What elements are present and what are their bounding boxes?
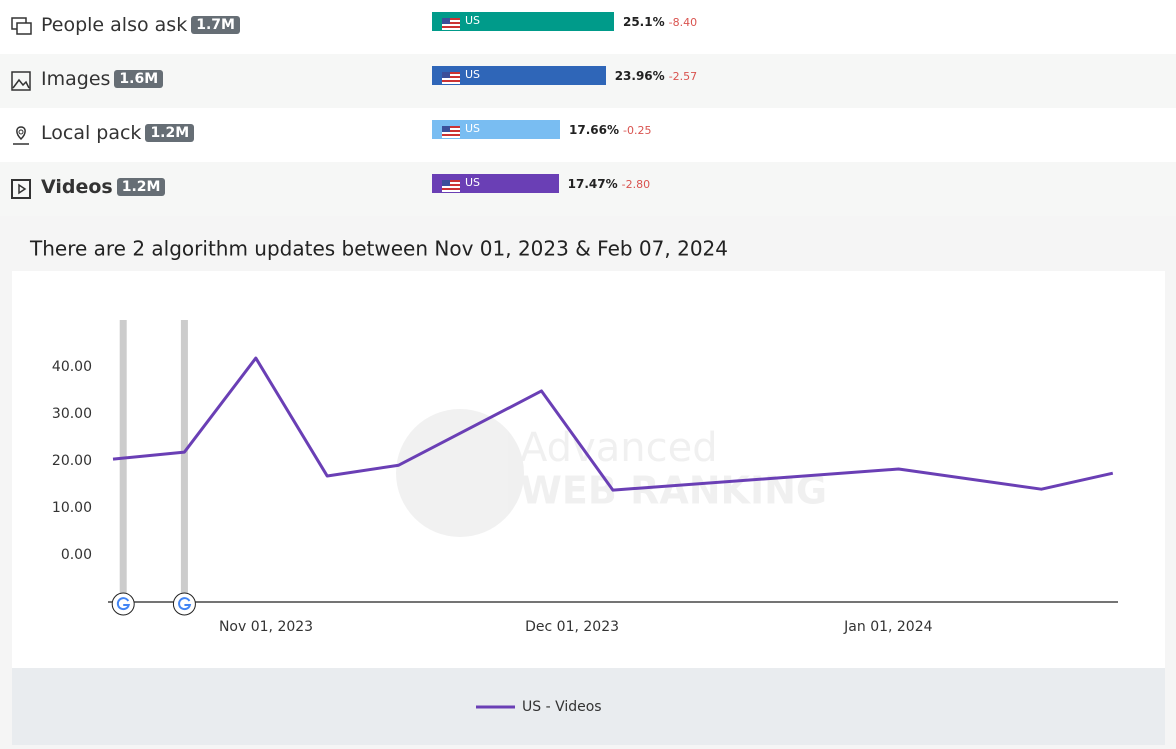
share-bar: US: [432, 12, 614, 31]
icon: [11, 17, 32, 35]
share-change: -8.40: [668, 16, 698, 29]
country: US: [465, 122, 481, 135]
feature-label: Local pack 1.2M: [41, 122, 195, 144]
feature-row: People also ask 1.7M US 25.1% -8.40: [0, 0, 1176, 54]
serp-feature-list: People also ask 1.7M US 25.1% -8.40 Images 1.6…: [0, 0, 1176, 216]
share-change: -0.25: [623, 124, 652, 137]
feature-icon: [11, 71, 33, 97]
count-badge: 1.2M: [116, 178, 166, 196]
country: US: [465, 176, 481, 189]
watermark-text: Advanced: [520, 425, 718, 471]
google-g: [178, 597, 192, 611]
country: US: [465, 14, 481, 27]
feature-name: People also ask: [41, 14, 188, 36]
us-flag: [442, 18, 460, 30]
us-flag: [442, 126, 460, 138]
share-text: 17.66% -0.25: [569, 123, 651, 137]
x-tick-label: Jan 01, 2024: [843, 619, 932, 635]
share-change: -2.57: [668, 70, 698, 83]
count-badge: 1.7M: [191, 16, 240, 34]
icon: [11, 71, 31, 91]
feature-label: People also ask 1.7M: [41, 14, 240, 36]
feature-row: Local pack 1.2M US 17.66% -0.25: [0, 108, 1176, 162]
count-badge: 1.6M: [114, 70, 164, 88]
flag: [442, 69, 460, 88]
feature-name: Images: [41, 68, 111, 90]
share-value: 23.96%: [614, 69, 665, 83]
feature-icon: [11, 17, 33, 43]
country: US: [465, 68, 481, 81]
icon: [13, 126, 29, 145]
count-badge: 1.2M: [145, 124, 195, 142]
feature-name: Local pack: [41, 122, 142, 144]
y-tick-label: 20.00: [52, 453, 92, 469]
legend-label: US - Videos: [522, 699, 602, 715]
feature-icon: [11, 179, 33, 205]
chart-section: There are 2 algorithm updates between No…: [12, 237, 1165, 745]
share-change: -2.80: [621, 178, 651, 191]
share-value: 17.66%: [569, 123, 620, 137]
us-flag: [442, 180, 460, 192]
legend-panel: [12, 668, 1165, 745]
y-tick-label: 0.00: [61, 547, 92, 563]
feature-row: Images 1.6M US 23.96% -2.57: [0, 54, 1176, 108]
share-value: 25.1%: [622, 15, 665, 29]
share-value: 17.47%: [567, 177, 618, 191]
icon: [11, 179, 31, 199]
watermark-logo: [396, 409, 524, 537]
y-tick-label: 10.00: [52, 500, 92, 516]
share-bar: US: [432, 120, 561, 142]
y-tick-label: 30.00: [52, 406, 92, 422]
share-text: 23.96% -2.57: [615, 69, 697, 83]
flag: [442, 177, 460, 196]
y-tick-label: 40.00: [52, 359, 92, 375]
updates-title: There are 2 algorithm updates between No…: [29, 237, 728, 261]
us-flag: [442, 72, 460, 84]
flag: [442, 15, 460, 34]
feature-icon: [11, 125, 33, 151]
series-line: [112, 356, 1114, 492]
share-text: 25.1% -8.40: [623, 15, 697, 29]
feature-label: Videos 1.2M: [41, 176, 166, 198]
share-text: 17.47% -2.80: [568, 177, 650, 191]
share-bar: US: [432, 66, 606, 85]
x-tick-label: Nov 01, 2023: [219, 619, 313, 635]
x-tick-label: Dec 01, 2023: [525, 619, 619, 635]
feature-name: Videos: [41, 176, 113, 198]
google-g: [116, 597, 130, 611]
share-bar: US: [432, 174, 559, 193]
watermark: Advanced WEB RANKING: [396, 409, 827, 537]
feature-label: Images 1.6M: [41, 68, 164, 90]
watermark-text: WEB RANKING: [520, 469, 827, 513]
feature-row: Videos 1.2M US 17.47% -2.80: [0, 162, 1176, 216]
flag: [442, 123, 460, 142]
